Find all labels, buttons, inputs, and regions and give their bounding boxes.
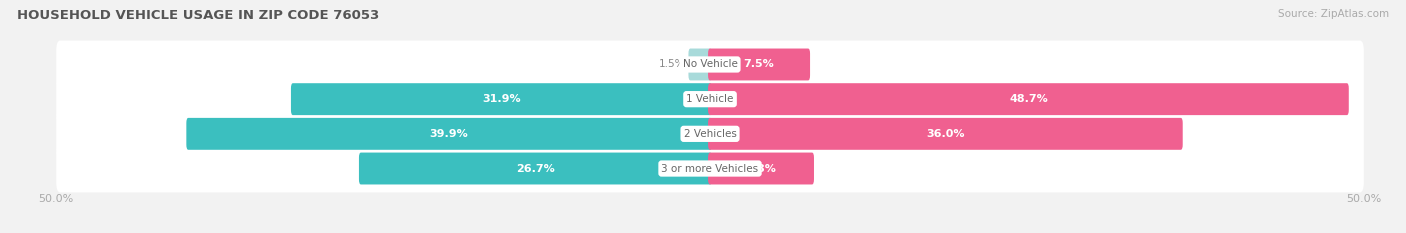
Text: 2 Vehicles: 2 Vehicles: [683, 129, 737, 139]
FancyBboxPatch shape: [56, 75, 1364, 123]
FancyBboxPatch shape: [709, 153, 814, 185]
Text: HOUSEHOLD VEHICLE USAGE IN ZIP CODE 76053: HOUSEHOLD VEHICLE USAGE IN ZIP CODE 7605…: [17, 9, 380, 22]
FancyBboxPatch shape: [187, 118, 711, 150]
Text: Source: ZipAtlas.com: Source: ZipAtlas.com: [1278, 9, 1389, 19]
Text: 31.9%: 31.9%: [482, 94, 520, 104]
Text: 26.7%: 26.7%: [516, 164, 555, 174]
FancyBboxPatch shape: [56, 145, 1364, 192]
Text: 36.0%: 36.0%: [927, 129, 965, 139]
FancyBboxPatch shape: [359, 153, 711, 185]
Text: 7.8%: 7.8%: [745, 164, 776, 174]
FancyBboxPatch shape: [56, 41, 1364, 88]
Text: 7.5%: 7.5%: [744, 59, 775, 69]
Text: 48.7%: 48.7%: [1010, 94, 1047, 104]
Text: No Vehicle: No Vehicle: [682, 59, 738, 69]
Text: 3 or more Vehicles: 3 or more Vehicles: [661, 164, 759, 174]
FancyBboxPatch shape: [709, 118, 1182, 150]
Text: 1 Vehicle: 1 Vehicle: [686, 94, 734, 104]
FancyBboxPatch shape: [56, 110, 1364, 158]
Text: 39.9%: 39.9%: [430, 129, 468, 139]
Text: 1.5%: 1.5%: [658, 59, 685, 69]
FancyBboxPatch shape: [709, 48, 810, 80]
FancyBboxPatch shape: [689, 48, 711, 80]
FancyBboxPatch shape: [709, 83, 1348, 115]
FancyBboxPatch shape: [291, 83, 711, 115]
